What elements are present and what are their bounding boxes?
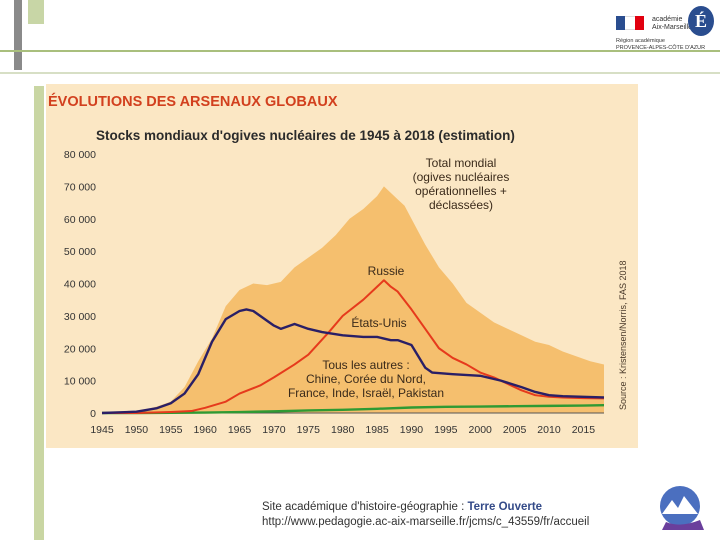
x-tick-label: 1990 xyxy=(400,424,424,436)
x-tick-label: 2010 xyxy=(537,424,561,436)
y-tick-label: 0 xyxy=(90,408,96,420)
chart-source: Source : Kristensen/Norris, FAS 2018 xyxy=(618,260,628,410)
footer-site-line: Site académique d'histoire-géographie : … xyxy=(262,500,589,515)
y-tick-label: 80 000 xyxy=(64,149,96,161)
usa-line xyxy=(101,308,605,415)
x-tick-label: 1955 xyxy=(159,424,183,436)
x-tick-label: 1950 xyxy=(125,424,149,436)
x-tick-label: 1960 xyxy=(193,424,217,436)
x-tick-label: 1995 xyxy=(434,424,458,436)
chart-panel: ÉVOLUTIONS DES ARSENAUX GLOBAUX Stocks mo… xyxy=(46,84,638,448)
academie-line1: académie xyxy=(652,16,683,23)
chart-heading: ÉVOLUTIONS DES ARSENAUX GLOBAUX xyxy=(48,93,338,110)
total-annotation: Total mondial xyxy=(426,156,497,170)
x-tick-label: 1980 xyxy=(331,424,355,436)
x-tick-label: 1970 xyxy=(262,424,286,436)
x-tick-label: 1975 xyxy=(297,424,321,436)
total-annotation: (ogives nucléaires xyxy=(413,170,510,184)
x-tick-label: 1985 xyxy=(365,424,389,436)
y-tick-label: 10 000 xyxy=(64,376,96,388)
y-tick-label: 20 000 xyxy=(64,343,96,355)
others-annotation: Tous les autres : xyxy=(322,358,409,372)
decorative-bar xyxy=(14,0,22,70)
decorative-side-strip xyxy=(34,86,44,540)
academie-line2: Aix-Marseille xyxy=(652,24,693,31)
russia-line xyxy=(102,279,605,414)
footer-site-name: Terre Ouverte xyxy=(467,501,543,513)
nuclear-stockpile-chart: ÉVOLUTIONS DES ARSENAUX GLOBAUX Stocks mo… xyxy=(48,93,628,436)
y-tick-label: 30 000 xyxy=(64,311,96,323)
total-annotation: opérationnelles + xyxy=(415,184,507,198)
footer-site-prefix: Site académique d'histoire-géographie : xyxy=(262,501,468,513)
decorative-line xyxy=(0,50,720,52)
y-tick-label: 60 000 xyxy=(64,214,96,226)
academie-logo: académie Aix-Marseille É Région académiq… xyxy=(612,4,716,52)
y-tick-label: 40 000 xyxy=(64,279,96,291)
footer-url[interactable]: http://www.pedagogie.ac-aix-marseille.fr… xyxy=(262,516,590,528)
x-tick-label: 2005 xyxy=(503,424,527,436)
footer: Site académique d'histoire-géographie : … xyxy=(262,500,589,530)
region-label: Région académique PROVENCE-ALPES-CÔTE D'… xyxy=(616,38,705,51)
x-tick-label: 2000 xyxy=(469,424,493,436)
total-annotation: déclassées) xyxy=(429,198,493,212)
total-area xyxy=(102,186,604,413)
x-tick-label: 1965 xyxy=(228,424,252,436)
academie-label: académie Aix-Marseille xyxy=(652,16,692,32)
x-tick-label: 2015 xyxy=(572,424,596,436)
french-flag-icon xyxy=(616,16,644,30)
others-line xyxy=(102,404,605,415)
usa-annotation: États-Unis xyxy=(351,315,406,330)
region-line1: Région académique xyxy=(616,38,665,44)
region-line2: PROVENCE-ALPES-CÔTE D'AZUR xyxy=(616,44,706,51)
others-annotation: Chine, Corée du Nord, xyxy=(306,372,426,386)
x-tick-label: 1945 xyxy=(90,424,114,436)
chart-title: Stocks mondiaux d'ogives nucléaires de 1… xyxy=(96,128,515,143)
y-tick-label: 70 000 xyxy=(64,181,96,193)
terre-ouverte-logo xyxy=(652,484,712,532)
russia-annotation: Russie xyxy=(368,264,405,278)
academie-e-logo: É xyxy=(688,6,714,36)
decorative-bar xyxy=(28,0,44,24)
decorative-line xyxy=(0,72,720,74)
y-tick-label: 50 000 xyxy=(64,246,96,258)
others-annotation: France, Inde, Israël, Pakistan xyxy=(288,386,444,400)
